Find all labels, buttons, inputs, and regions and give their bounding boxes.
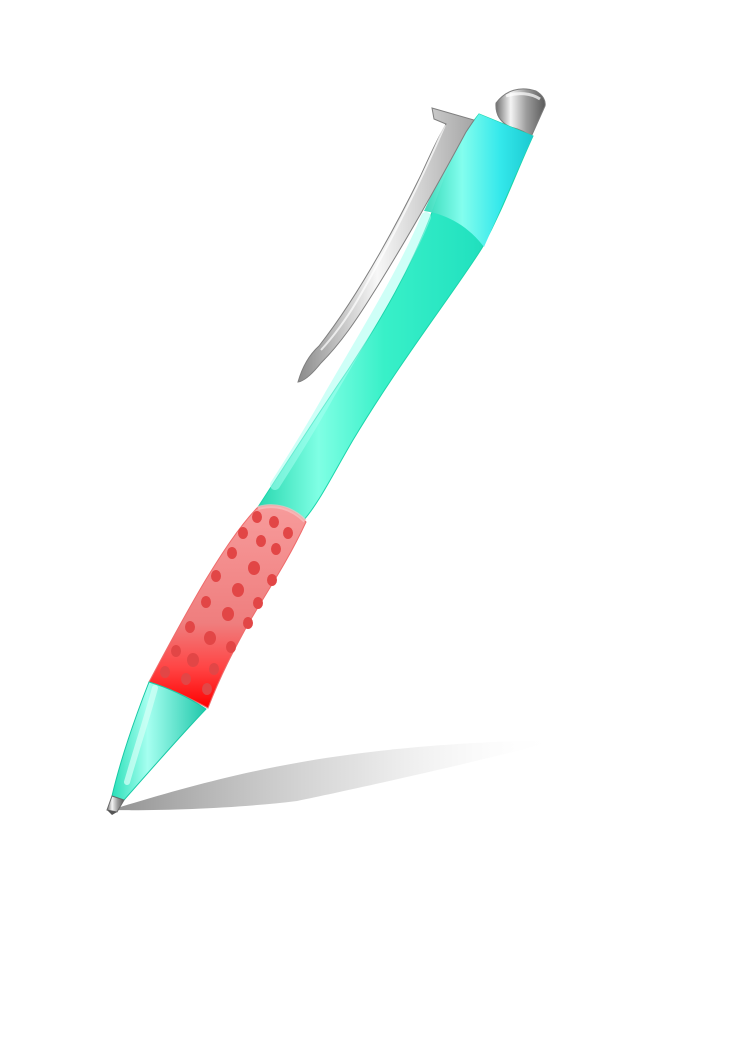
grip-dot	[171, 645, 181, 657]
barrel-highlight	[270, 212, 431, 490]
grip-dot	[252, 511, 262, 523]
grip-dot	[256, 535, 266, 547]
pen-nib	[106, 795, 125, 815]
grip-dot	[238, 527, 248, 539]
grip-dot	[211, 570, 221, 582]
barrel-top-section	[424, 114, 533, 247]
grip-dot	[267, 574, 277, 586]
grip-dot	[253, 597, 263, 609]
grip-dot	[248, 561, 260, 575]
grip-dot	[204, 631, 216, 645]
grip-dot	[271, 543, 281, 555]
grip-dot	[232, 583, 244, 597]
pen-shadow	[110, 740, 560, 811]
pen-tip-cone	[111, 681, 207, 801]
grip-dot	[201, 596, 211, 608]
grip-dot	[209, 663, 219, 675]
grip-dot	[227, 547, 237, 559]
grip-dot	[283, 527, 293, 539]
pen-clip	[297, 107, 475, 383]
pen-grip	[148, 504, 307, 709]
grip-dot	[226, 641, 236, 653]
grip-dot	[160, 666, 170, 678]
grip-dot	[181, 673, 191, 685]
grip-dot	[269, 516, 279, 528]
grip-dot	[222, 607, 234, 621]
grip-dot	[187, 653, 199, 667]
grip-dot	[202, 683, 212, 695]
plunger-button	[495, 88, 546, 138]
grip-dot	[185, 621, 195, 633]
grip-dot	[243, 617, 253, 629]
